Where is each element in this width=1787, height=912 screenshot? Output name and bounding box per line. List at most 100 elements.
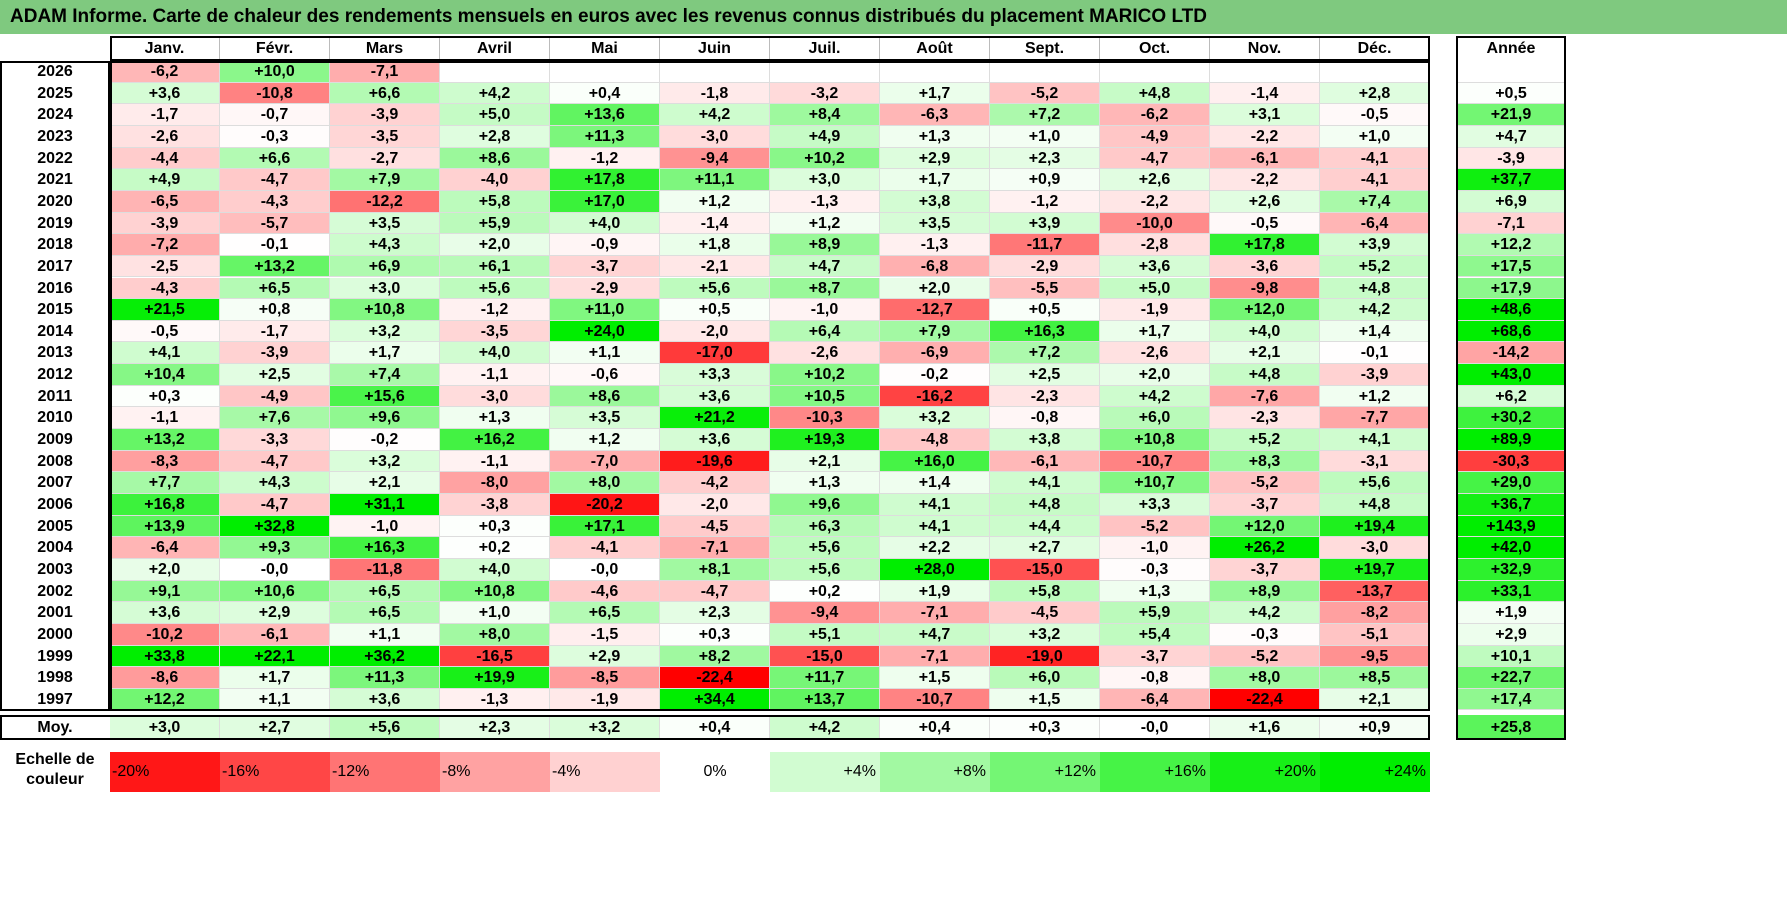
year-label: 2000 xyxy=(0,623,110,646)
heatmap-cell: +9,1 xyxy=(110,580,220,603)
annual-cell: +4,7 xyxy=(1456,125,1566,148)
heatmap-cell: -1,4 xyxy=(660,212,770,235)
heatmap-cell: -5,7 xyxy=(220,212,330,235)
heatmap-cell: -4,1 xyxy=(1320,169,1430,191)
annual-cell: +22,7 xyxy=(1456,667,1566,689)
heatmap-cell: -10,8 xyxy=(220,82,330,105)
heatmap-cell: -4,2 xyxy=(660,472,770,494)
heatmap-cell: -7,1 xyxy=(880,645,990,668)
heatmap-cell: +4,0 xyxy=(550,212,660,235)
heatmap-cell: +8,9 xyxy=(1210,580,1320,603)
heatmap-cell: +0,9 xyxy=(990,169,1100,191)
heatmap-cell: +2,0 xyxy=(440,234,550,256)
annual-cell: +17,5 xyxy=(1456,255,1566,278)
heatmap-cell: -2,8 xyxy=(1100,234,1210,256)
heatmap-cell: +6,9 xyxy=(330,255,440,278)
heatmap-cell: -1,2 xyxy=(440,299,550,321)
heatmap-cell: +6,4 xyxy=(770,320,880,343)
heatmap-cell xyxy=(770,61,880,83)
annual-cell: +30,2 xyxy=(1456,407,1566,430)
heatmap-cell: +3,8 xyxy=(880,190,990,213)
heatmap-cell: +4,7 xyxy=(880,623,990,646)
heatmap-cell: +3,5 xyxy=(330,212,440,235)
heatmap-cell: +3,8 xyxy=(990,429,1100,451)
heatmap-cell: +4,9 xyxy=(770,125,880,148)
heatmap-cell: -2,6 xyxy=(110,125,220,148)
average-cell: +1,6 xyxy=(1210,714,1320,740)
heatmap-cell: -2,2 xyxy=(1210,125,1320,148)
heatmap-cell: +10,6 xyxy=(220,580,330,603)
heatmap-cell: +3,6 xyxy=(110,82,220,105)
heatmap-cell: +4,1 xyxy=(110,342,220,365)
heatmap-cell: +6,5 xyxy=(330,602,440,624)
heatmap-cell: -1,8 xyxy=(660,82,770,105)
heatmap-cell: -5,2 xyxy=(1210,472,1320,494)
year-label: 2023 xyxy=(0,125,110,148)
annual-cell: +43,0 xyxy=(1456,364,1566,386)
heatmap-cell: +4,8 xyxy=(1100,82,1210,105)
heatmap-cell: +3,1 xyxy=(1210,104,1320,126)
heatmap-cell: +17,8 xyxy=(1210,234,1320,256)
heatmap-cell: +16,0 xyxy=(880,450,990,473)
heatmap-cell: +2,5 xyxy=(220,364,330,386)
heatmap-cell: +4,8 xyxy=(1320,277,1430,300)
average-cell: +0,9 xyxy=(1320,714,1430,740)
heatmap-cell: +16,8 xyxy=(110,494,220,516)
heatmap-cell: +2,1 xyxy=(330,472,440,494)
average-cell: +0,4 xyxy=(880,714,990,740)
heatmap-cell: +17,1 xyxy=(550,515,660,538)
heatmap-cell: +1,2 xyxy=(1320,385,1430,408)
heatmap-cell: +1,0 xyxy=(990,125,1100,148)
heatmap-cell: +8,6 xyxy=(440,147,550,170)
heatmap-cell: +17,0 xyxy=(550,190,660,213)
heatmap-cell: -1,3 xyxy=(770,190,880,213)
heatmap-cell: +31,1 xyxy=(330,494,440,516)
heatmap-cell: +10,8 xyxy=(1100,429,1210,451)
heatmap-cell: -1,0 xyxy=(1100,537,1210,559)
heatmap-cell: +3,9 xyxy=(990,212,1100,235)
heatmap-cell: -4,1 xyxy=(1320,147,1430,170)
annual-cell: -14,2 xyxy=(1456,342,1566,365)
heatmap-cell: +5,0 xyxy=(1100,277,1210,300)
heatmap-cell: +5,6 xyxy=(770,558,880,581)
heatmap-cell: +13,7 xyxy=(770,688,880,711)
heatmap-cell: -13,7 xyxy=(1320,580,1430,603)
heatmap-cell: +3,6 xyxy=(330,688,440,711)
heatmap-cell: +10,8 xyxy=(440,580,550,603)
heatmap-cell: +3,5 xyxy=(880,212,990,235)
heatmap-cell: -7,1 xyxy=(330,61,440,83)
heatmap-cell: +5,8 xyxy=(990,580,1100,603)
annual-cell: +10,1 xyxy=(1456,645,1566,668)
heatmap-cell: +4,0 xyxy=(440,342,550,365)
heatmap-cell: +4,9 xyxy=(110,169,220,191)
heatmap-cell: +36,2 xyxy=(330,645,440,668)
heatmap-cell: -2,2 xyxy=(1210,169,1320,191)
annual-cell: +12,2 xyxy=(1456,234,1566,256)
annual-cell: +48,6 xyxy=(1456,299,1566,321)
annual-cell: +89,9 xyxy=(1456,429,1566,451)
heatmap-cell: -3,7 xyxy=(1210,558,1320,581)
heatmap-cell: -1,2 xyxy=(990,190,1100,213)
heatmap-cell: -9,8 xyxy=(1210,277,1320,300)
heatmap-cell: +9,3 xyxy=(220,537,330,559)
heatmap-cell: -2,6 xyxy=(770,342,880,365)
annual-cell: +17,9 xyxy=(1456,277,1566,300)
heatmap-cell: +2,6 xyxy=(1210,190,1320,213)
scale-step: +20% xyxy=(1210,751,1320,792)
heatmap-cell: -8,5 xyxy=(550,667,660,689)
heatmap-cell: +2,2 xyxy=(880,537,990,559)
heatmap-cell: -5,2 xyxy=(990,82,1100,105)
heatmap-cell: -1,9 xyxy=(550,688,660,711)
heatmap-cell: -4,7 xyxy=(220,169,330,191)
heatmap-cell: +21,5 xyxy=(110,299,220,321)
heatmap-cell: -3,9 xyxy=(110,212,220,235)
year-label: 2010 xyxy=(0,407,110,430)
average-cell: -0,0 xyxy=(1100,714,1210,740)
year-label: 2014 xyxy=(0,320,110,343)
average-cell: +5,6 xyxy=(330,714,440,740)
scale-step: -12% xyxy=(330,751,440,792)
annual-cell: -3,9 xyxy=(1456,147,1566,170)
annual-cell: +143,9 xyxy=(1456,515,1566,538)
heatmap-cell: +15,6 xyxy=(330,385,440,408)
heatmap-cell: -1,3 xyxy=(880,234,990,256)
